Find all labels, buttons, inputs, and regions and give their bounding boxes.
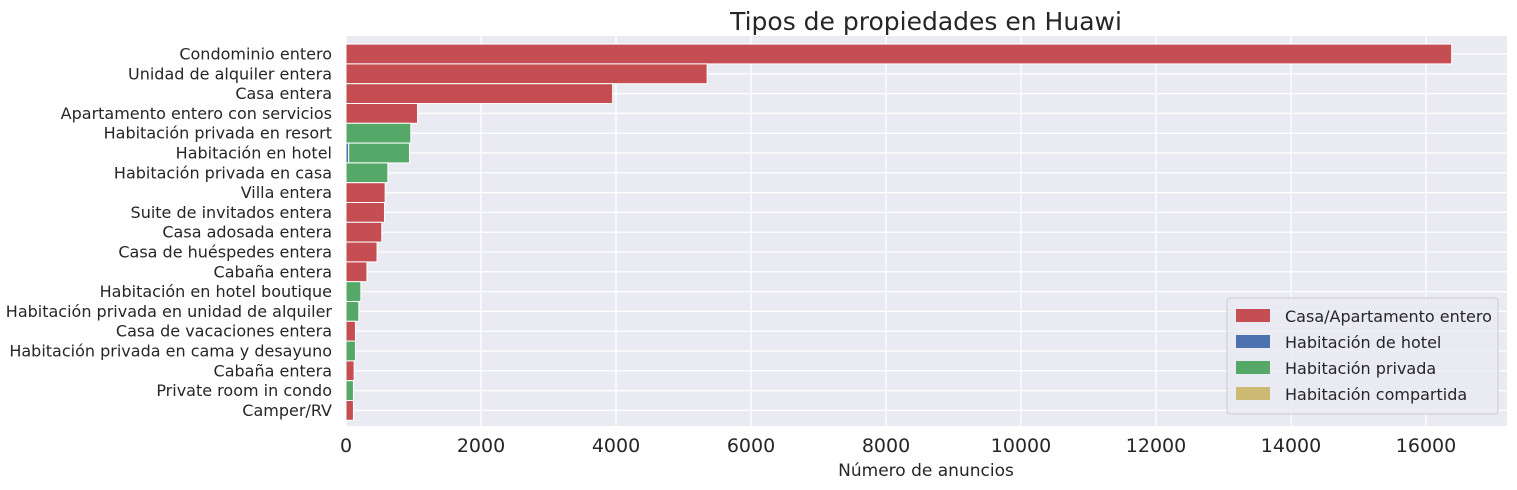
x-tick-label: 10000 xyxy=(991,435,1051,457)
y-tick-label: Casa entera xyxy=(235,84,332,103)
bar xyxy=(345,83,614,104)
x-tick-label: 0 xyxy=(340,435,352,457)
bar xyxy=(345,261,368,283)
legend-swatch xyxy=(1236,387,1270,400)
y-tick-label: Casa de vacaciones entera xyxy=(116,322,332,341)
y-tick-label: Habitación en hotel boutique xyxy=(100,282,332,301)
y-tick-label: Casa adosada entera xyxy=(162,223,332,242)
bars xyxy=(345,43,1453,421)
y-tick-label: Cabaña entera xyxy=(214,262,332,281)
bar xyxy=(345,320,356,342)
y-tick-label: Unidad de alquiler entera xyxy=(128,64,332,83)
y-tick-label: Suite de invitados entera xyxy=(131,203,332,222)
x-tick-label: 2000 xyxy=(457,435,505,457)
legend-label: Casa/Apartamento entero xyxy=(1285,307,1492,326)
bar xyxy=(348,142,410,164)
y-tick-label: Habitación privada en unidad de alquiler xyxy=(6,302,333,321)
legend-label: Habitación de hotel xyxy=(1285,333,1441,352)
bar xyxy=(345,63,708,85)
x-tick-label: 6000 xyxy=(727,435,775,457)
bar xyxy=(345,281,362,303)
y-tick-label: Condominio entero xyxy=(179,45,332,64)
bar xyxy=(345,400,354,421)
bar xyxy=(345,301,360,322)
bar xyxy=(345,360,355,382)
bar xyxy=(345,340,356,362)
y-tick-label: Habitación privada en cama y desayuno xyxy=(9,342,332,361)
y-tick-label: Habitación privada en resort xyxy=(104,124,332,143)
y-tick-label: Private room in condo xyxy=(156,381,332,400)
bar xyxy=(345,380,354,402)
y-tick-label: Casa de huéspedes entera xyxy=(118,243,332,262)
y-tick-label: Habitación privada en casa xyxy=(114,163,332,182)
bar xyxy=(345,202,385,223)
legend-swatch xyxy=(1236,309,1270,322)
x-tick-labels: 0 2000 4000 6000 8000 10000 12000 14000 16000 xyxy=(340,435,1456,457)
y-tick-label: Camper/RV xyxy=(242,401,332,420)
legend-label: Habitación privada xyxy=(1285,359,1436,378)
x-tick-label: 8000 xyxy=(862,435,910,457)
legend: Casa/Apartamento entero Habitación de hot… xyxy=(1226,297,1499,415)
bar xyxy=(345,122,412,144)
legend-swatch xyxy=(1236,335,1270,348)
legend-swatch xyxy=(1236,361,1270,374)
y-tick-label: Cabaña entera xyxy=(214,361,332,380)
bar xyxy=(345,182,386,203)
x-tick-label: 4000 xyxy=(592,435,640,457)
y-tick-label: Apartamento entero con servicios xyxy=(61,104,332,123)
x-tick-label: 16000 xyxy=(1396,435,1456,457)
legend-label: Habitación compartida xyxy=(1285,385,1467,404)
bar xyxy=(345,43,1453,65)
x-axis-label: Número de anuncios xyxy=(838,461,1014,481)
bar xyxy=(345,162,389,184)
x-tick-label: 14000 xyxy=(1261,435,1321,457)
legend-box xyxy=(1226,297,1499,415)
bar xyxy=(345,241,378,263)
bar xyxy=(345,103,419,124)
bar xyxy=(345,221,383,243)
chart-title: Tipos de propiedades en Huawi xyxy=(729,7,1122,36)
y-tick-label: Villa entera xyxy=(241,183,332,202)
x-tick-label: 12000 xyxy=(1126,435,1186,457)
y-tick-label: Habitación en hotel xyxy=(176,144,332,163)
